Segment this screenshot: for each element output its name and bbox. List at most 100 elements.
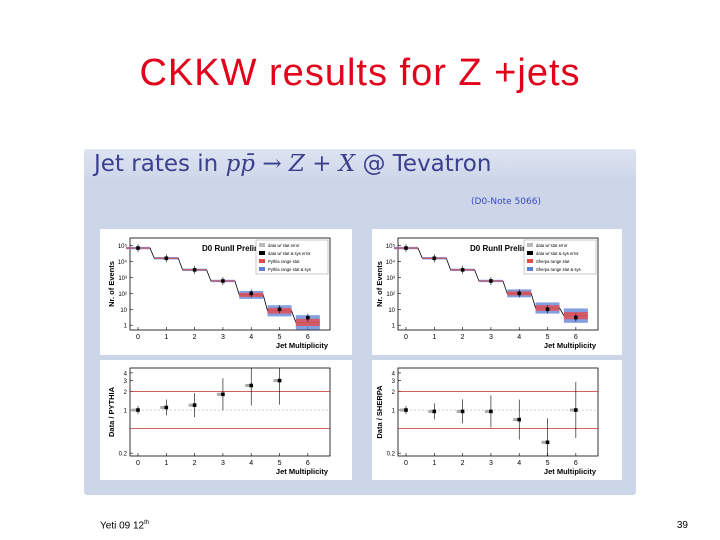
chart-top-left-data-point bbox=[136, 246, 140, 250]
chart-top-right-legend-swatch bbox=[527, 259, 533, 263]
chart-top-right-ytick-label: 10 bbox=[388, 308, 395, 314]
chart-top-right-xtick-label: 4 bbox=[517, 334, 521, 341]
chart-top-left-xtick-label: 2 bbox=[193, 334, 197, 341]
chart-bottom-right-ratio-sys-marker bbox=[513, 418, 519, 422]
chart-top-left-legend-label: data w/ stat error bbox=[268, 243, 300, 248]
chart-bottom-right-ratio-point bbox=[574, 408, 578, 412]
chart-top-left-legend-swatch bbox=[259, 259, 265, 263]
chart-bottom-right-ratio-sys-marker bbox=[484, 409, 490, 413]
footer-date-text: Yeti 09 12 bbox=[100, 520, 145, 532]
chart-top-right-data-point bbox=[517, 291, 522, 296]
chart-bottom-right-ratio-sys-marker bbox=[541, 440, 547, 444]
chart-top-right-legend-label: data w/ stat & sys error bbox=[536, 251, 579, 256]
chart-top-right-xtick-label: 5 bbox=[546, 334, 550, 341]
chart-top-left-xtick-label: 3 bbox=[221, 334, 225, 341]
chart-top-left-legend-box bbox=[255, 239, 329, 275]
chart-top-right-ylabel: Nr. of Events bbox=[375, 261, 384, 307]
chart-bottom-right-ytick-label: 0.2 bbox=[387, 452, 396, 458]
chart-bottom-right-ratio-point bbox=[545, 440, 550, 445]
chart-bottom-right-ratio-sys-marker bbox=[456, 409, 462, 413]
chart-top-left-data-point bbox=[277, 307, 282, 312]
chart-top-right-legend-swatch bbox=[527, 243, 533, 247]
chart-bottom-left-xtick-label: 4 bbox=[249, 460, 253, 467]
chart-top-left-data-point bbox=[306, 315, 310, 320]
chart-top-right-legend-swatch bbox=[527, 267, 533, 271]
chart-top-left-ytick-label: 10 bbox=[120, 308, 127, 314]
chart-bottom-right-ylabel: Data / SHERPA bbox=[375, 385, 384, 439]
chart-bottom-right-ratio-point bbox=[517, 417, 522, 422]
chart-top-right-xtick-label: 0 bbox=[404, 334, 408, 341]
chart-top-right-legend-label: data w/ stat error bbox=[536, 243, 568, 248]
reference-note: (D0-Note 5066) bbox=[471, 197, 541, 207]
chart-bottom-left-xtick-label: 6 bbox=[306, 460, 310, 467]
chart-top-right-data-point bbox=[574, 315, 578, 320]
slide-title: CKKW results for Z +jets bbox=[139, 52, 581, 94]
chart-bottom-left-ytick-label: 3 bbox=[124, 379, 128, 385]
chart-top-left-xtick-label: 4 bbox=[249, 334, 253, 341]
chart-bottom-left-ratio-sys-marker bbox=[132, 408, 137, 412]
chart-bottom-left-xlabel: Jet Multiplicity bbox=[276, 467, 329, 476]
chart-top-left-xtick-label: 0 bbox=[136, 334, 140, 341]
chart-bottom-right-ytick-label: 3 bbox=[392, 379, 396, 385]
panel-title-suffix: @ Tevatron bbox=[355, 151, 492, 177]
chart-bottom-left-ratio-point bbox=[164, 405, 169, 410]
chart-bottom-left-xtick-label: 2 bbox=[193, 460, 197, 467]
chart-top-left-ylabel: Nr. of Events bbox=[107, 261, 116, 307]
chart-top-left-ytick-label: 1 bbox=[124, 324, 128, 330]
chart-bottom-left-ytick-label: 2 bbox=[124, 390, 128, 396]
panel-header: Jet rates in pp̄ → Z + X @ Tevatron bbox=[84, 149, 636, 185]
chart-top-left-ytick-label: 10² bbox=[118, 292, 127, 298]
chart-top-right-data-point bbox=[489, 279, 493, 283]
chart-top-right-xtick-label: 2 bbox=[461, 334, 465, 341]
chart-bottom-right-xtick-label: 5 bbox=[546, 460, 550, 467]
chart-top-right-ytick-label: 10⁵ bbox=[386, 243, 396, 250]
chart-top-right-xtick-label: 6 bbox=[574, 334, 578, 341]
chart-top-right-xtick-label: 1 bbox=[432, 334, 436, 341]
panel-title-process: pp̄ → Z + X bbox=[225, 151, 356, 177]
chart-top-left-xlabel: Jet Multiplicity bbox=[276, 341, 329, 350]
chart-top-left-ytick-label: 10⁴ bbox=[118, 259, 128, 266]
chart-bottom-right-ytick-label: 1 bbox=[392, 409, 396, 415]
chart-bottom-left-ratio-sys-marker bbox=[245, 383, 251, 387]
chart-bottom-right-ratio-point bbox=[404, 408, 408, 412]
panel-title-prefix: Jet rates in bbox=[94, 151, 226, 177]
chart-top-right-title: D0 RunII Preliminary bbox=[470, 244, 549, 253]
chart-top-left-data-point bbox=[249, 291, 254, 296]
chart-bottom-left-xtick-label: 3 bbox=[221, 460, 225, 467]
chart-bottom-right-frame bbox=[397, 367, 599, 457]
chart-top-right-ytick-label: 10³ bbox=[386, 276, 395, 282]
chart-bottom-left-xtick-label: 0 bbox=[136, 460, 140, 467]
chart-top-right-xlabel: Jet Multiplicity bbox=[544, 341, 597, 350]
footer-date: Yeti 09 12th bbox=[100, 520, 149, 531]
chart-top-right-legend-swatch bbox=[527, 251, 533, 255]
footer-date-sup: th bbox=[144, 520, 150, 526]
chart-top-right-ytick-label: 10⁴ bbox=[386, 259, 396, 266]
chart-top-right-data-point bbox=[460, 268, 465, 272]
chart-bottom-right-xtick-label: 4 bbox=[517, 460, 521, 467]
chart-top-left-legend-label: data w/ stat & sys error bbox=[268, 251, 311, 256]
chart-bottom-left-ylabel: Data / PYTHIA bbox=[107, 386, 116, 437]
chart-top-left-legend-label: Pythia range stat bbox=[268, 259, 300, 264]
chart-top-right-frame bbox=[397, 237, 599, 331]
chart-bottom-left-xtick-label: 1 bbox=[164, 460, 168, 467]
chart-top-right-legend-label: Sherpa range stat bbox=[536, 259, 570, 264]
panel-title: Jet rates in pp̄ → Z + X @ Tevatron bbox=[94, 151, 491, 177]
chart-bottom-right-ratio-sys-marker bbox=[569, 408, 575, 412]
chart-bottom-left-ratio-sys-marker bbox=[160, 405, 166, 409]
chart-bottom-right-background bbox=[372, 360, 622, 480]
chart-top-left-frame bbox=[129, 237, 331, 331]
chart-bottom-left-ratio-point bbox=[192, 403, 197, 407]
chart-bottom-left-ratio-point bbox=[221, 392, 225, 397]
chart-top-left-legend-swatch bbox=[259, 267, 265, 271]
chart-top-left-xtick-label: 1 bbox=[164, 334, 168, 341]
page-number: 39 bbox=[676, 520, 688, 531]
chart-bottom-left-ratio-point bbox=[277, 378, 282, 383]
chart-top-right-legend-box bbox=[523, 239, 597, 275]
chart-bottom-right-xtick-label: 0 bbox=[404, 460, 408, 467]
chart-bottom-right-xtick-label: 2 bbox=[461, 460, 465, 467]
chart-top-left-legend-label: Pythia range stat & sys bbox=[268, 267, 311, 272]
chart-top-left-ytick-label: 10³ bbox=[118, 276, 127, 282]
chart-bottom-left-ratio-sys-marker bbox=[188, 403, 194, 407]
chart-top-left-xtick-label: 5 bbox=[278, 334, 282, 341]
